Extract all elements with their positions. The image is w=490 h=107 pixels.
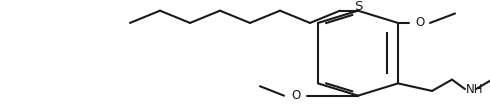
Text: O: O [416, 16, 425, 29]
Text: O: O [292, 89, 301, 102]
Text: S: S [354, 0, 362, 13]
Text: NH: NH [466, 83, 484, 96]
